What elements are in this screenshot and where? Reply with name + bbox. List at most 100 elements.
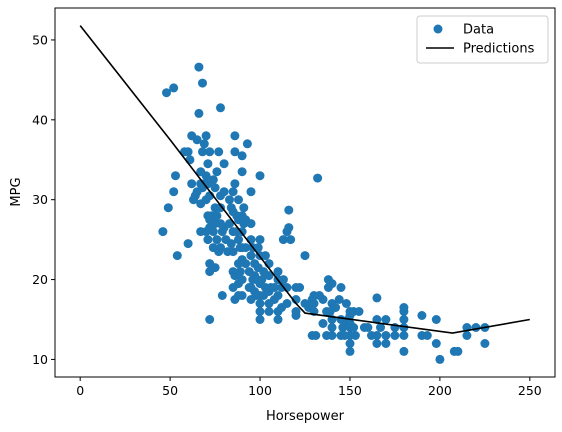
data-point — [226, 239, 236, 249]
x-tick-label: 0 — [76, 383, 84, 398]
data-point — [255, 307, 265, 316]
data-point — [208, 227, 218, 237]
data-point — [372, 339, 382, 348]
data-point — [372, 293, 382, 303]
data-point — [228, 247, 238, 257]
data-point — [341, 299, 351, 308]
data-point — [435, 354, 445, 364]
data-point — [234, 195, 243, 205]
data-point — [278, 275, 288, 285]
data-point — [327, 331, 337, 340]
data-point — [399, 323, 409, 332]
data-point — [225, 219, 234, 229]
data-point — [194, 108, 204, 118]
data-point — [255, 171, 265, 181]
legend-box — [416, 15, 549, 64]
data-point — [158, 227, 168, 237]
data-point — [431, 339, 441, 348]
data-point — [205, 147, 215, 157]
data-point — [228, 187, 238, 197]
data-point — [399, 331, 409, 340]
data-point — [336, 283, 346, 292]
data-point — [219, 159, 229, 169]
x-tick-label: 150 — [338, 383, 362, 398]
data-point — [163, 203, 173, 213]
x-axis: 0 50 100 150 200 250 — [76, 377, 542, 398]
data-point — [208, 175, 218, 185]
data-point — [431, 315, 441, 324]
data-point — [169, 187, 179, 197]
data-point — [399, 303, 409, 312]
data-point — [255, 235, 265, 245]
data-point — [230, 179, 240, 189]
y-axis-label: MPG — [9, 177, 24, 206]
data-point — [216, 243, 225, 253]
data-point — [282, 299, 292, 308]
data-point — [201, 131, 211, 141]
x-tick-label: 200 — [428, 383, 452, 398]
data-point — [291, 311, 301, 320]
data-point — [462, 331, 472, 340]
y-tick-label: 30 — [32, 192, 48, 207]
data-point — [311, 331, 321, 340]
data-point — [225, 195, 234, 205]
x-axis-label: Horsepower — [266, 409, 345, 424]
data-point — [183, 239, 193, 249]
data-point — [318, 295, 328, 304]
data-point — [253, 243, 263, 253]
data-point — [381, 331, 391, 340]
data-point — [480, 339, 490, 348]
data-point — [169, 83, 179, 93]
data-points — [158, 62, 490, 364]
data-point — [194, 62, 204, 72]
data-point — [269, 283, 279, 292]
data-point — [327, 279, 337, 289]
legend-label-data: Data — [463, 23, 494, 38]
data-point — [278, 235, 288, 245]
data-point — [390, 331, 400, 340]
data-point — [363, 323, 373, 332]
legend: Data Predictions — [416, 15, 549, 64]
data-point — [327, 323, 337, 332]
data-point — [255, 299, 265, 308]
data-point — [219, 187, 229, 197]
data-point — [284, 205, 294, 215]
data-point — [212, 167, 222, 177]
data-point — [345, 339, 355, 348]
data-point — [264, 307, 274, 316]
data-point — [295, 283, 305, 292]
data-point — [198, 78, 207, 88]
data-point — [237, 275, 247, 285]
data-point — [212, 211, 222, 221]
data-point — [210, 263, 220, 273]
legend-marker-data — [433, 24, 443, 34]
plot-frame — [54, 7, 556, 378]
data-point — [210, 183, 220, 193]
data-point — [185, 155, 195, 165]
y-tick-label: 20 — [32, 272, 48, 287]
data-point — [286, 235, 296, 245]
data-point — [205, 315, 215, 324]
data-point — [349, 323, 359, 332]
data-point — [255, 315, 265, 324]
data-point — [300, 251, 310, 261]
data-point — [273, 291, 283, 300]
data-point — [230, 147, 240, 157]
data-point — [171, 171, 180, 181]
data-point — [399, 346, 409, 356]
data-point — [230, 131, 240, 141]
data-point — [237, 291, 247, 300]
y-tick-label: 40 — [32, 112, 48, 127]
data-point — [212, 235, 222, 245]
data-point — [237, 151, 247, 161]
data-point — [201, 171, 211, 181]
data-point — [172, 251, 182, 261]
data-point — [309, 299, 319, 308]
data-point — [234, 235, 243, 245]
x-tick-label: 100 — [248, 383, 272, 398]
data-point — [372, 331, 382, 340]
data-point — [318, 319, 328, 328]
data-point — [331, 303, 341, 312]
data-point — [198, 147, 207, 157]
